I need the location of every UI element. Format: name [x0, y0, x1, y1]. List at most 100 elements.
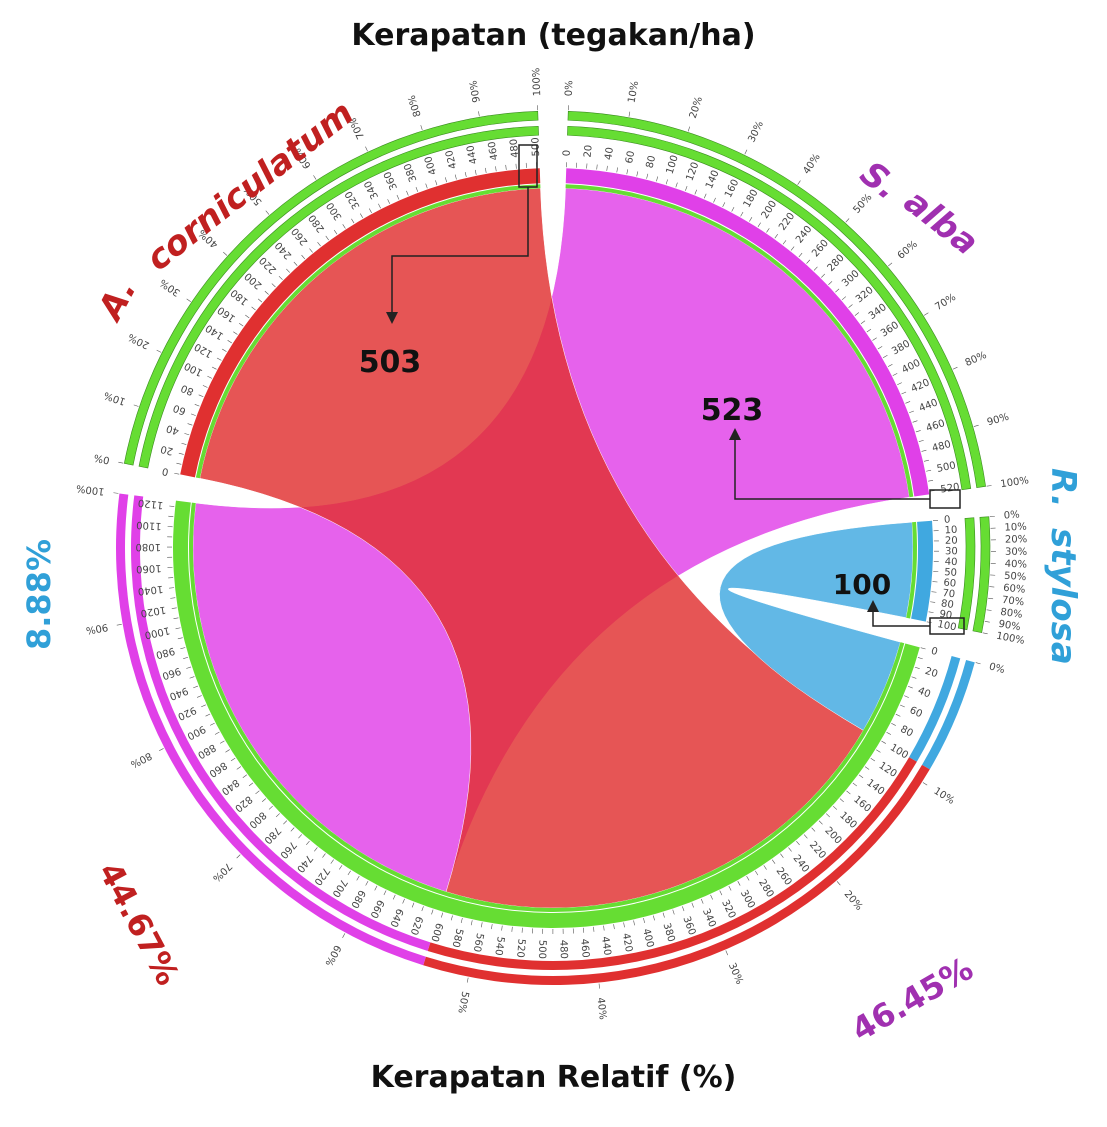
tick-mark	[909, 410, 914, 414]
tick-label: 460	[925, 418, 947, 434]
tick-label: 160	[723, 178, 741, 200]
tick-mark	[876, 749, 881, 753]
tick-mark	[931, 591, 937, 593]
tick-label: 880	[195, 741, 217, 760]
pct-tick-mark	[156, 349, 162, 353]
tick-label: 1040	[137, 583, 163, 597]
tick-mark	[755, 870, 759, 876]
outer-ring-2-s-alba	[567, 110, 986, 488]
tick-label: 900	[185, 723, 207, 742]
pct-tick-mark	[116, 624, 122, 626]
tick-mark	[891, 722, 896, 726]
pct-tick-mark	[888, 262, 893, 267]
pct-tick-mark	[922, 782, 928, 786]
label-r-genus: R.	[1043, 468, 1083, 508]
tick-mark	[396, 194, 400, 200]
tick-label: 200	[760, 199, 780, 221]
tick-label: 580	[449, 927, 464, 948]
tick-label: 800	[246, 809, 267, 830]
pct-tick-mark	[223, 251, 228, 256]
tick-mark	[202, 385, 208, 388]
tick-mark	[839, 798, 844, 803]
tick-mark	[593, 926, 595, 932]
tick-label: 480	[931, 439, 952, 454]
pct-label-s: 46.45%	[845, 949, 979, 1049]
pct-tick-label: 20%	[688, 95, 705, 120]
callout-value-a: 503	[359, 345, 422, 380]
tick-label: 680	[348, 888, 367, 910]
tick-mark	[406, 190, 409, 196]
tick-mark	[421, 906, 424, 912]
tick-mark	[911, 676, 917, 679]
tick-label: 380	[660, 922, 676, 943]
tick-mark	[813, 266, 818, 271]
tick-mark	[317, 241, 321, 247]
tick-label: 1120	[137, 497, 163, 511]
pct-tick-mark	[313, 175, 317, 180]
outer-ring-2-r-stylosa	[972, 516, 991, 633]
tick-mark	[173, 617, 179, 619]
tick-mark	[864, 766, 870, 770]
tick-mark	[441, 912, 444, 918]
tick-label: 140	[204, 322, 226, 342]
label-a-genus: A.	[89, 272, 144, 329]
tick-mark	[606, 165, 608, 171]
tick-mark	[866, 328, 872, 333]
tick-mark	[248, 782, 254, 787]
tick-mark	[474, 169, 477, 175]
pct-tick-label: 10%	[932, 786, 957, 807]
pct-tick-label: 0%	[93, 452, 111, 466]
tick-label: 420	[444, 149, 459, 170]
tick-label: 540	[492, 936, 505, 956]
tick-mark	[832, 805, 838, 810]
tick-label: 280	[826, 253, 847, 274]
tick-label: 180	[229, 287, 251, 308]
tick-mark	[926, 621, 932, 624]
tick-label: 280	[307, 212, 327, 234]
tick-mark	[180, 647, 186, 650]
tick-mark	[233, 331, 238, 335]
tick-mark	[238, 323, 244, 327]
tick-label: 180	[742, 188, 761, 210]
total-ring-2-s-alba	[116, 493, 426, 966]
tick-mark	[171, 607, 177, 609]
pct-tick-mark	[133, 404, 139, 407]
tick-label: 40	[945, 557, 958, 568]
pct-tick-label: 90%	[85, 621, 109, 636]
pct-label-r: 8.88%	[20, 539, 58, 650]
tick-mark	[190, 413, 196, 416]
tick-mark	[811, 827, 816, 832]
pct-tick-label: 20%	[842, 889, 865, 913]
tick-label: 10	[944, 525, 957, 537]
tick-mark	[306, 840, 310, 846]
tick-mark	[828, 281, 833, 285]
tick-mark	[194, 404, 200, 407]
tick-mark	[330, 859, 334, 864]
tick-label: 1000	[144, 624, 171, 640]
tick-mark	[387, 199, 391, 204]
tick-mark	[290, 827, 295, 832]
tick-label: 700	[330, 877, 349, 899]
tick-mark	[858, 774, 864, 779]
pct-tick-mark	[988, 597, 994, 600]
pct-tick-label: 80%	[407, 94, 424, 119]
tick-mark	[374, 885, 378, 891]
tick-label: 40	[165, 422, 180, 436]
tick-label: 100	[183, 360, 205, 378]
tick-mark	[460, 917, 463, 923]
pct-tick-label: 10%	[626, 80, 641, 104]
tick-mark	[763, 865, 767, 870]
pct-tick-label: 20%	[1005, 534, 1027, 545]
tick-label: 940	[168, 684, 190, 701]
tick-mark	[501, 925, 503, 931]
tick-mark	[178, 452, 184, 455]
tick-label: 20	[923, 666, 939, 680]
tick-mark	[495, 166, 497, 172]
tick-label: 60	[624, 150, 637, 165]
tick-label: 300	[840, 268, 862, 289]
tick-mark	[626, 169, 629, 175]
pct-tick-label: 60%	[896, 239, 920, 262]
tick-mark	[825, 813, 830, 818]
tick-mark	[870, 758, 876, 762]
